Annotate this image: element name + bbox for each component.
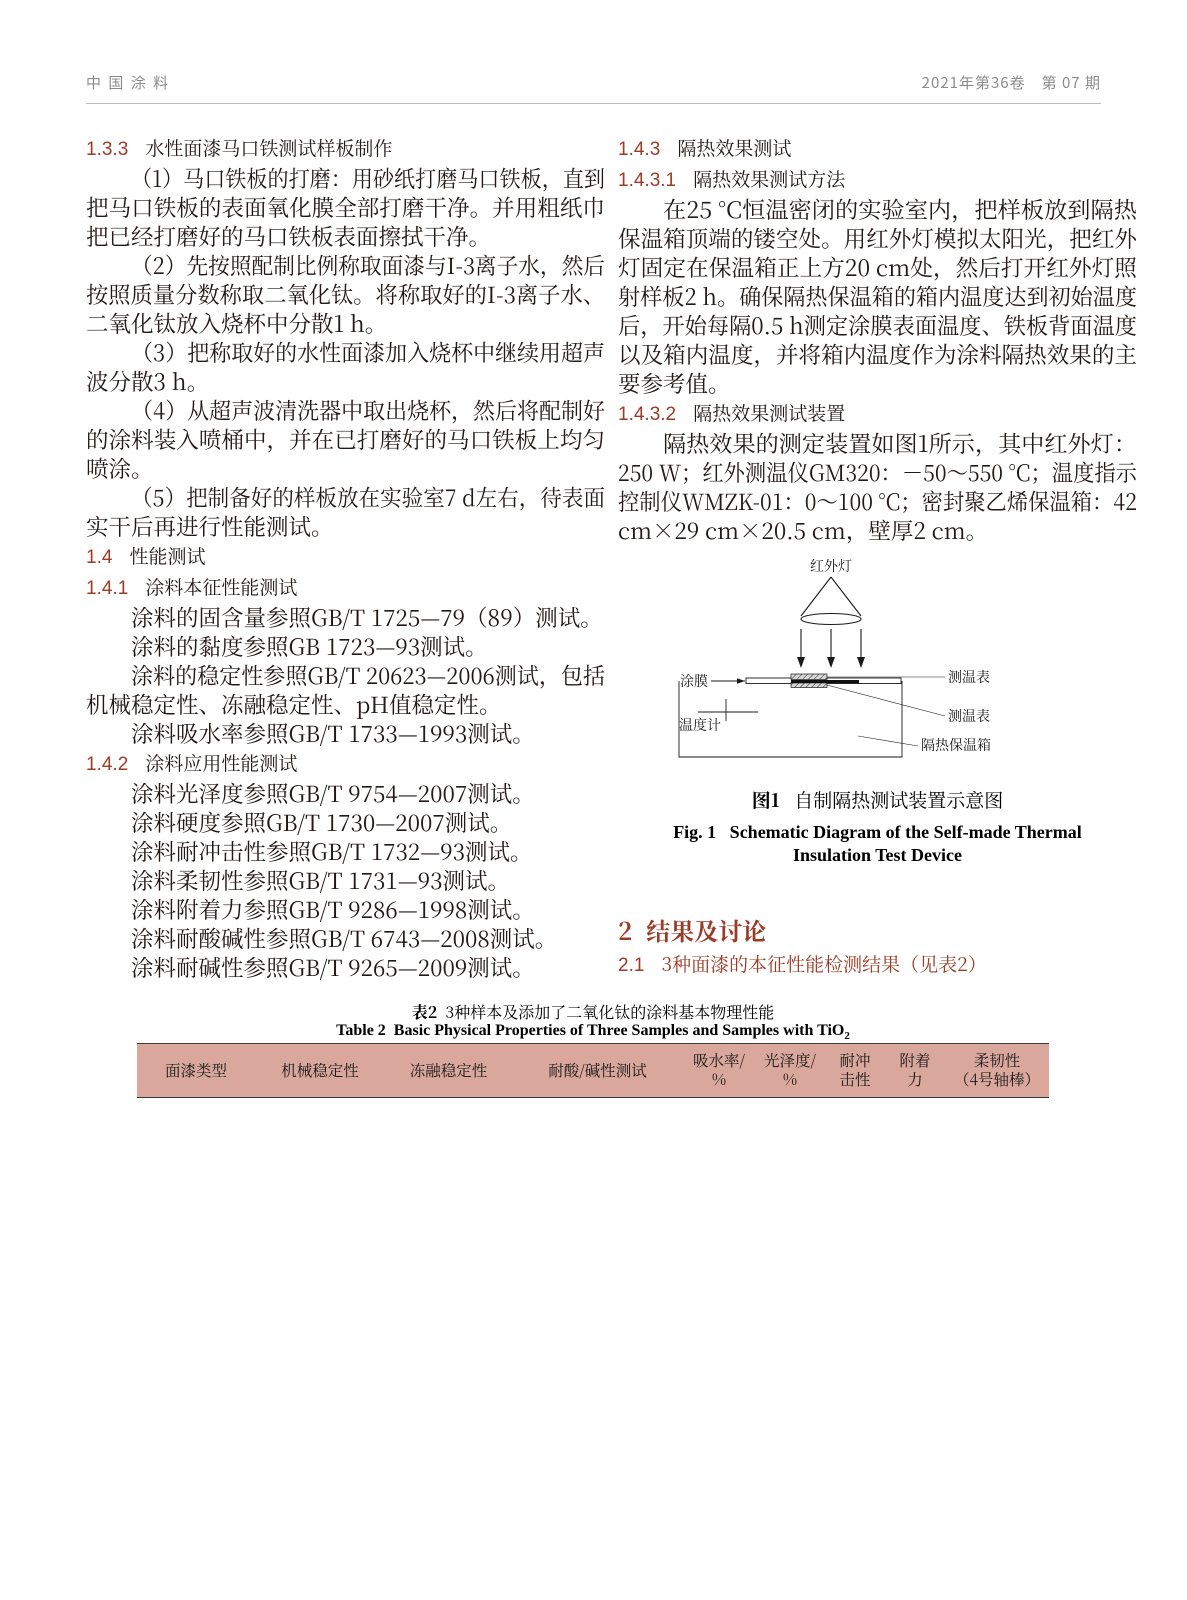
svg-text:测温表: 测温表 xyxy=(948,706,990,726)
svg-text:红外灯: 红外灯 xyxy=(810,558,852,576)
svg-text:涂膜: 涂膜 xyxy=(680,671,708,691)
svg-text:测温表: 测温表 xyxy=(948,667,990,687)
svg-text:温度计: 温度计 xyxy=(679,715,721,735)
svg-text:隔热保温箱: 隔热保温箱 xyxy=(921,735,991,755)
